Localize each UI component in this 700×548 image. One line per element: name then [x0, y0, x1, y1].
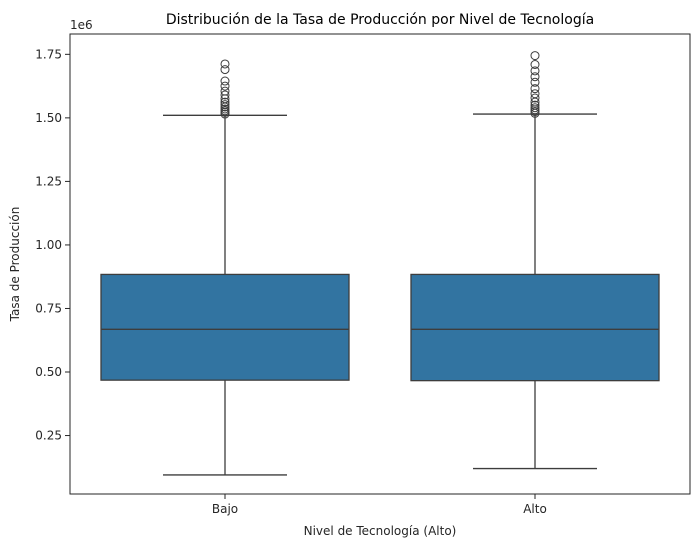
plot-frame — [69, 33, 691, 495]
outlier-point — [530, 89, 540, 99]
outlier-point — [530, 77, 540, 87]
outlier-point — [530, 66, 540, 76]
outlier-point — [530, 93, 540, 103]
y-tick-label: 0.50 — [35, 365, 62, 379]
iqr-box-bajo — [100, 273, 350, 381]
outlier-point — [220, 81, 230, 91]
x-tick-label: Alto — [523, 502, 547, 516]
outlier-point — [530, 84, 540, 94]
outlier-point — [220, 90, 230, 100]
outlier-point — [530, 100, 540, 110]
chart-title: Distribución de la Tasa de Producción po… — [166, 12, 594, 28]
outlier-point — [530, 51, 540, 61]
iqr-box-alto — [410, 273, 660, 382]
outlier-point — [530, 59, 540, 69]
y-axis-label: Tasa de Producción — [8, 207, 22, 323]
outlier-point — [220, 76, 230, 86]
outlier-point — [220, 100, 230, 110]
y-tick-label: 0.25 — [35, 429, 62, 443]
plot-area — [100, 51, 660, 476]
y-tick-label: 0.75 — [35, 301, 62, 315]
outlier-point — [530, 72, 540, 82]
box-bajo — [100, 59, 350, 476]
y-tick-label: 1.00 — [35, 238, 62, 252]
y-tick-label: 1.50 — [35, 111, 62, 125]
x-tick-label: Bajo — [212, 502, 238, 516]
box-alto — [410, 51, 660, 470]
y-tick-label: 1.25 — [35, 174, 62, 188]
outlier-point — [220, 86, 230, 96]
outlier-point — [220, 97, 230, 107]
outlier-point — [530, 103, 540, 113]
axes: 0.25 0.50 0.75 1.00 1.25 1.50 1.75 Bajo Alto — [35, 47, 547, 516]
outlier-point — [220, 59, 230, 69]
x-axis-label: Nivel de Tecnología (Alto) — [304, 524, 457, 538]
y-multiplier-label: 1e6 — [70, 18, 93, 32]
outlier-point — [220, 65, 230, 75]
y-tick-label: 1.75 — [35, 47, 62, 61]
